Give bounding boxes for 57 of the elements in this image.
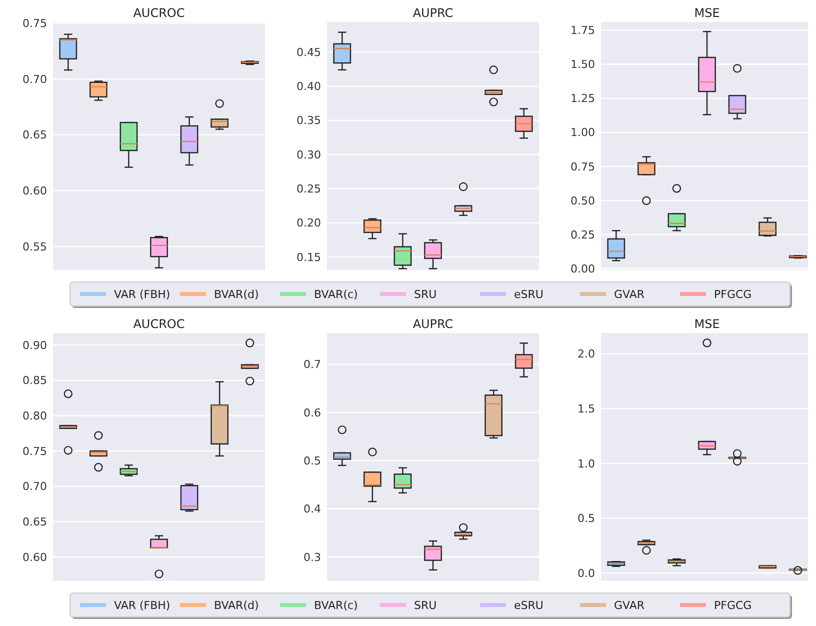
legend-label: VAR (FBH): [114, 288, 170, 301]
y-tick-label: 0.65: [22, 128, 47, 142]
y-tick-label: 0.35: [296, 114, 321, 128]
legend-label: SRU: [414, 599, 437, 612]
y-tick-label: 0.5: [304, 454, 321, 468]
legend-label: GVAR: [614, 599, 645, 612]
y-tick-label: 0.25: [570, 228, 595, 242]
legend-label: eSRU: [514, 288, 544, 301]
y-tick-label: 1.25: [570, 92, 595, 106]
y-tick-label: 1.00: [570, 126, 595, 140]
chart-title: AUCROC: [133, 6, 185, 20]
y-tick-label: 0.70: [22, 72, 47, 86]
y-tick-label: 1.5: [578, 402, 595, 416]
y-tick-label: 0.60: [22, 184, 47, 198]
y-tick-label: 1.0: [578, 457, 595, 470]
y-tick-label: 0.5: [578, 512, 595, 526]
legend-label: SRU: [414, 288, 437, 301]
legend-label: BVAR(c): [314, 599, 358, 612]
y-tick-label: 0.00: [570, 262, 595, 276]
y-tick-label: 0.55: [22, 240, 47, 254]
chart-title: MSE: [694, 6, 720, 20]
y-tick-label: 0.65: [22, 516, 47, 528]
y-tick-label: 0.80: [22, 410, 47, 423]
y-tick-label: 0.85: [22, 374, 47, 388]
legend-label: PFGCG: [714, 288, 752, 301]
y-tick-label: 0.15: [296, 250, 321, 264]
legend-label: GVAR: [614, 288, 645, 301]
y-tick-label: 0.6: [304, 406, 321, 420]
legend-label: PFGCG: [714, 599, 752, 612]
y-tick-label: 0.45: [296, 46, 321, 59]
legend-label: VAR (FBH): [114, 599, 170, 612]
y-tick-label: 0.7: [304, 358, 321, 372]
y-tick-label: 0.70: [22, 480, 47, 494]
legend-label: BVAR(d): [214, 599, 259, 612]
chart-title: AUPRC: [412, 317, 454, 331]
y-tick-label: 2.0: [578, 348, 595, 361]
y-tick-label: 0.75: [22, 16, 47, 30]
y-tick-label: 1.50: [570, 58, 595, 72]
legend-label: BVAR(c): [314, 288, 358, 301]
y-tick-label: 0.30: [296, 148, 321, 162]
y-tick-label: 0.40: [296, 80, 321, 94]
y-tick-label: 0.0: [578, 566, 595, 580]
y-tick-label: 1.75: [570, 24, 595, 38]
chart-title: AUPRC: [412, 6, 454, 20]
y-tick-label: 0.25: [296, 182, 321, 196]
y-tick-label: 0.20: [296, 216, 321, 230]
chart-title: AUCROC: [133, 317, 185, 331]
y-tick-label: 0.3: [304, 550, 321, 564]
y-tick-label: 0.75: [22, 444, 47, 458]
legend-label: BVAR(d): [214, 288, 259, 301]
legend-label: eSRU: [514, 599, 544, 612]
y-tick-label: 0.60: [22, 550, 47, 564]
chart-title: MSE: [694, 317, 720, 331]
y-tick-label: 0.50: [570, 194, 595, 208]
y-tick-label: 0.90: [22, 338, 47, 352]
y-tick-label: 0.75: [570, 160, 595, 174]
y-tick-label: 0.4: [304, 502, 321, 516]
